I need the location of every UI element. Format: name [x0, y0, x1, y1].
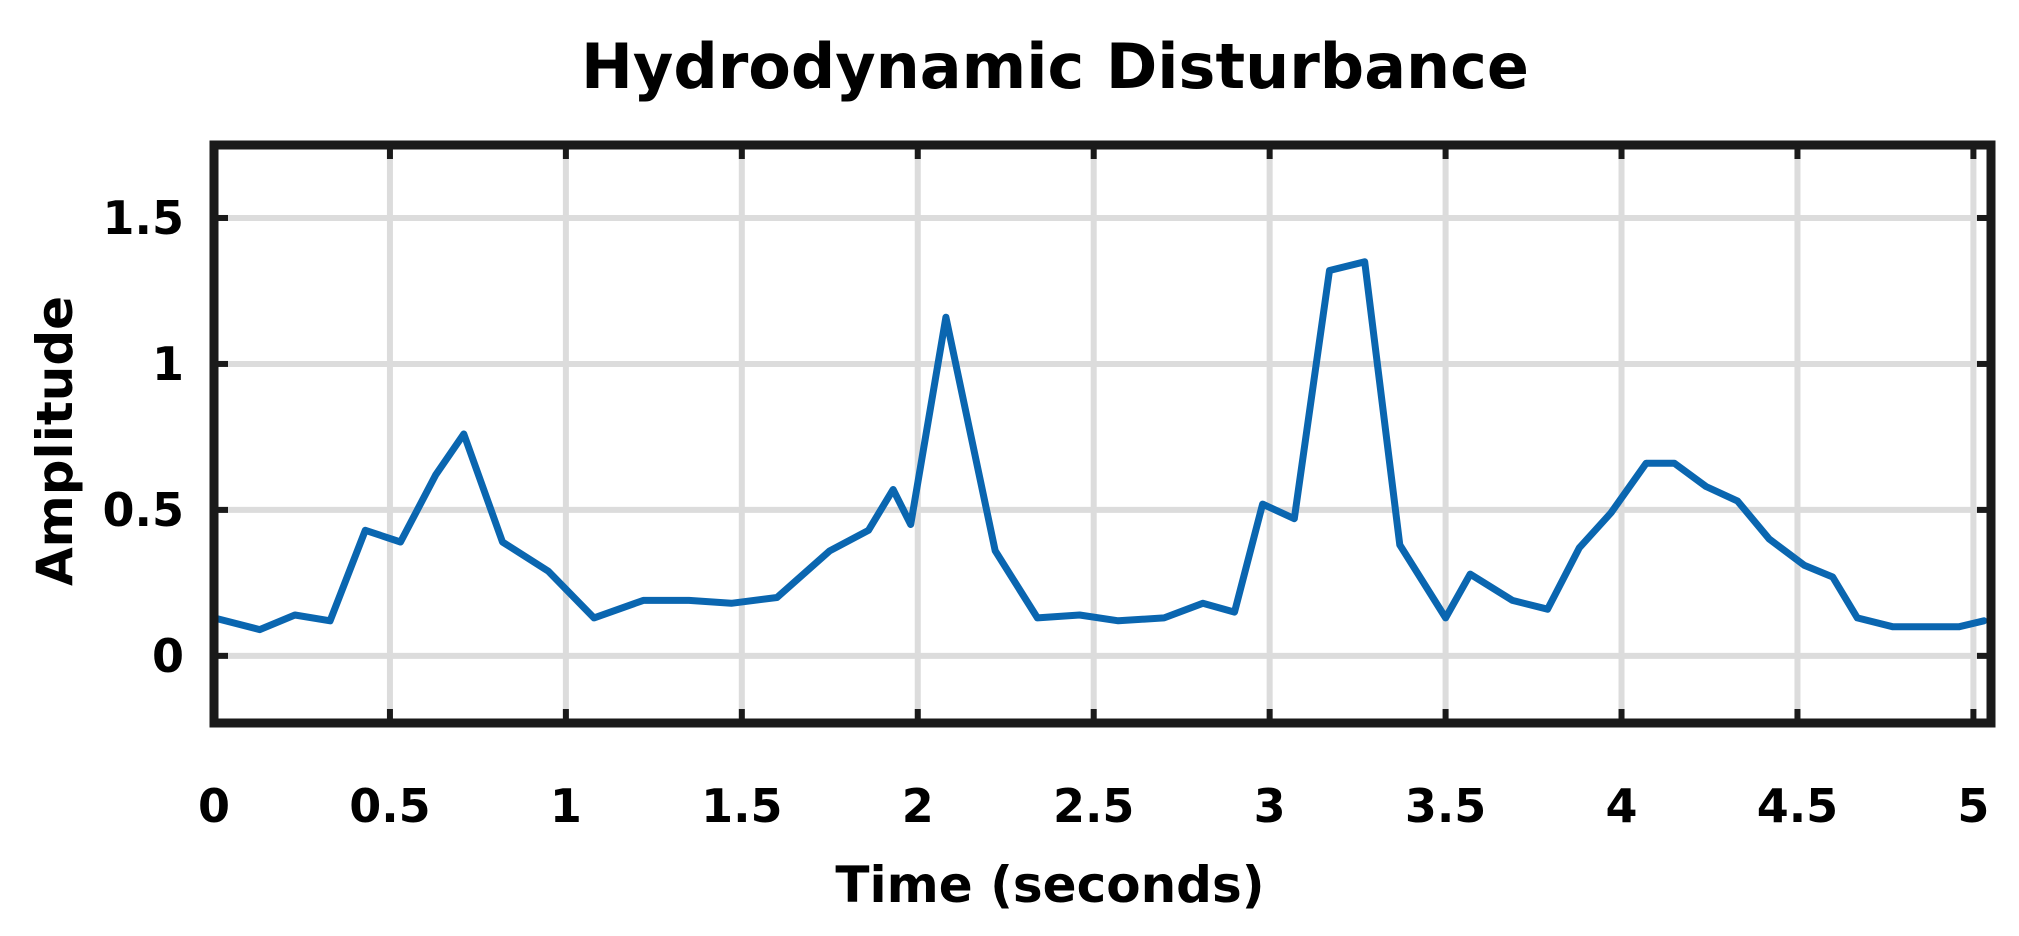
x-tick-label: 0.5 [349, 779, 431, 833]
x-tick-label: 3 [1254, 779, 1286, 833]
x-tick-label: 4 [1606, 779, 1638, 833]
x-tick-label: 1.5 [701, 779, 783, 833]
x-axis-label: Time (seconds) [835, 856, 1264, 914]
y-tick-label: 1 [152, 337, 184, 391]
y-tick-label: 0 [152, 629, 184, 683]
plot-area [210, 258, 1988, 634]
x-tick-label: 2 [902, 779, 934, 833]
series-line [210, 258, 1988, 634]
y-tick-label: 1.5 [103, 191, 185, 245]
plot-frame [209, 140, 1996, 728]
x-tick-label: 4.5 [1757, 779, 1839, 833]
x-tick-label: 0 [198, 779, 230, 833]
x-tick-label: 2.5 [1053, 779, 1135, 833]
axis-ticks: 0 0.5 1 1.5 2 2.5 3 3.5 4 4.5 5 0 0.5 1 1.5 [103, 145, 1991, 833]
y-axis-label: Amplitude [26, 296, 84, 586]
x-tick-label: 1 [550, 779, 582, 833]
chart-title: Hydrodynamic Disturbance [581, 30, 1529, 103]
x-tick-label: 5 [1957, 779, 1989, 833]
grid [211, 145, 1991, 723]
y-tick-label: 0.5 [103, 483, 185, 537]
x-tick-label: 3.5 [1405, 779, 1487, 833]
